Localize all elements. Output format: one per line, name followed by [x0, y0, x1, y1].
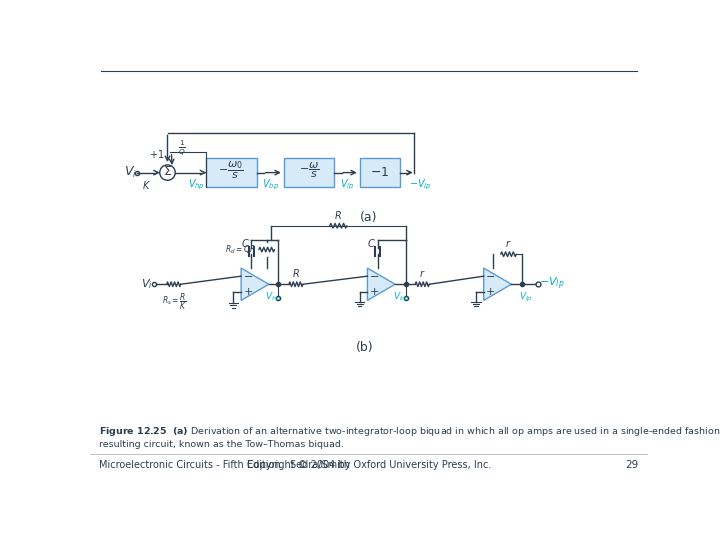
Bar: [360, 158, 400, 187]
Text: $V_{bp}$: $V_{bp}$: [392, 291, 408, 304]
Text: $R_d = QR$: $R_d = QR$: [225, 244, 256, 256]
Text: $V_i$: $V_i$: [124, 165, 137, 180]
Text: $r$: $r$: [505, 238, 512, 249]
Text: $V_{hp}$: $V_{hp}$: [266, 291, 282, 304]
Text: $C$: $C$: [241, 238, 250, 249]
Text: +: +: [243, 287, 253, 296]
Text: +: +: [486, 287, 495, 296]
Text: Copyright © 2004 by Oxford University Press, Inc.: Copyright © 2004 by Oxford University Pr…: [247, 460, 491, 470]
Text: +: +: [370, 287, 379, 296]
Text: $V_{lp}$: $V_{lp}$: [340, 178, 354, 192]
Polygon shape: [367, 268, 395, 300]
Bar: [284, 158, 334, 187]
Circle shape: [160, 165, 175, 180]
Text: $-V_{lp}$: $-V_{lp}$: [539, 276, 565, 293]
Polygon shape: [241, 268, 269, 300]
Polygon shape: [484, 268, 511, 300]
Text: $V_{hp}$: $V_{hp}$: [189, 178, 205, 192]
Bar: [206, 158, 256, 187]
Text: $+1$: $+1$: [149, 147, 164, 159]
Text: $\frac{1}{Q}$: $\frac{1}{Q}$: [179, 138, 186, 158]
Text: $R_s = \dfrac{R}{K}$: $R_s = \dfrac{R}{K}$: [162, 291, 187, 312]
Text: $R$: $R$: [292, 267, 300, 279]
Text: −: −: [243, 272, 253, 282]
Text: −: −: [370, 272, 379, 282]
Text: $K$: $K$: [142, 179, 151, 191]
Text: $-1$: $-1$: [370, 166, 390, 179]
Text: (b): (b): [356, 341, 374, 354]
Text: $R$: $R$: [334, 209, 342, 221]
Text: 29: 29: [626, 460, 639, 470]
Text: −: −: [486, 272, 495, 282]
Text: $V_{bp}$: $V_{bp}$: [262, 178, 279, 192]
Text: $r$: $r$: [419, 268, 426, 279]
Text: $-\dfrac{\omega}{s}$: $-\dfrac{\omega}{s}$: [299, 160, 319, 180]
Text: $C$: $C$: [367, 238, 376, 249]
Text: $\mathbf{Figure\ 12.25}$  $\mathbf{(a)}$ Derivation of an alternative two-integr: $\mathbf{Figure\ 12.25}$ $\mathbf{(a)}$ …: [99, 425, 720, 449]
Text: Σ: Σ: [163, 165, 171, 178]
Text: $-V_{lp}$: $-V_{lp}$: [408, 178, 431, 192]
Text: $V_i$: $V_i$: [141, 278, 153, 291]
Text: $-\dfrac{\omega_0}{s}$: $-\dfrac{\omega_0}{s}$: [218, 160, 244, 181]
Text: Microelectronic Circuits - Fifth Edition   Sedra/Smith: Microelectronic Circuits - Fifth Edition…: [99, 460, 351, 470]
Text: $V_{lp}$: $V_{lp}$: [519, 291, 533, 304]
Text: (a): (a): [360, 211, 378, 224]
